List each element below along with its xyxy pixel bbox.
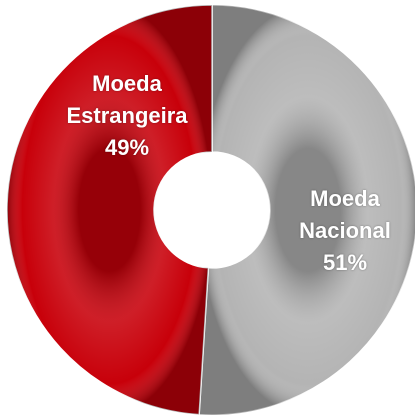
slice-label: Moeda Estrangeira 49% <box>57 68 197 164</box>
value-label: 49% <box>104 135 150 160</box>
slice-label: Moeda Nacional 51% <box>275 183 415 279</box>
category-label: Moeda Nacional <box>299 186 391 243</box>
category-label: Moeda Estrangeira <box>66 71 188 128</box>
value-label: 51% <box>322 250 368 275</box>
slice <box>6 4 213 416</box>
